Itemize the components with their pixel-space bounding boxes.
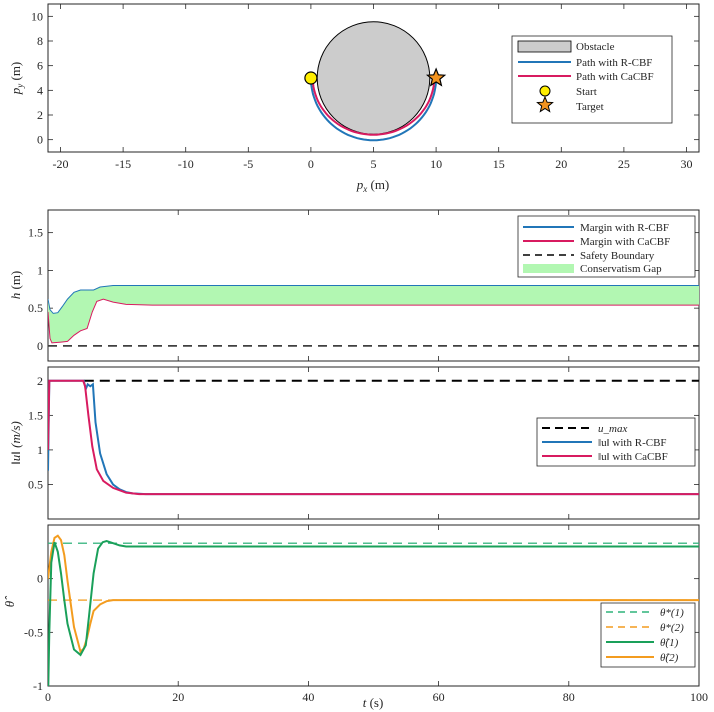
x-tickmarks-2: [47, 210, 700, 361]
path-cacbf-line: [311, 77, 436, 136]
legend-label-rcbf: Path with R-CBF: [576, 57, 652, 69]
p2-ytick-label-2: 1: [37, 263, 43, 277]
legend-label-boundary: Safety Boundary: [580, 250, 655, 262]
obstacle-circle: [316, 21, 431, 135]
legend-label-theta-hat-1: θ̂(1): [660, 637, 679, 649]
start-marker: [304, 71, 318, 85]
conservatism-gap-area: [48, 285, 699, 343]
legend-label-unorm-rcbf: ‖u‖ with R-CBF: [598, 437, 667, 449]
p4-xtick-label-1: 20: [172, 690, 184, 704]
legend-label-theta-star-1: θ*(1): [660, 607, 684, 619]
legend-4: θ*(1) θ*(2) θ̂(1) θ̂(2): [600, 602, 696, 668]
p1-xtick-label-5: 5: [371, 157, 377, 171]
x-axis-label-4: t (s): [363, 695, 384, 710]
y-axis-label-1: py (m): [8, 62, 25, 96]
margin-cacbf-line: [48, 298, 699, 344]
p1-ytick-label-0: 0: [37, 133, 43, 147]
panel-margin: 0 0.5 1 1.5 h (m) Margin with R-CBF Margin …: [8, 209, 700, 362]
legend-label-start: Start: [576, 86, 597, 98]
p1-xtick-label-7: 15: [493, 157, 505, 171]
p1-xtick-label-4: 0: [308, 157, 314, 171]
legend-2: Margin with R-CBF Margin with CaCBF Safe…: [517, 215, 696, 278]
p4-xtick-label-4: 80: [563, 690, 575, 704]
panel-control: 0.5 1 1.5 2 ‖u‖ (m/s) u_max ‖u‖ with R-CBF …: [8, 366, 700, 520]
legend-swatch-target: [536, 95, 554, 113]
target-marker: [425, 67, 447, 87]
p1-ytick-label-4: 8: [37, 34, 43, 48]
legend-label-gap: Conservatism Gap: [580, 263, 662, 275]
x-ticks-1: -20 -15 -10 -5 0 5 10 15 20 25 30: [53, 4, 692, 171]
legend-label-target: Target: [576, 101, 604, 113]
y-axis-label-2: h (m): [8, 271, 23, 300]
p4-ytick-label-0: -1: [33, 679, 43, 693]
p4-xtick-label-2: 40: [302, 690, 314, 704]
legend-3: u_max ‖u‖ with R-CBF ‖u‖ with CaCBF: [536, 417, 696, 467]
p1-xtick-label-10: 30: [680, 157, 692, 171]
p2-ytick-label-0: 0: [37, 339, 43, 353]
panel-trajectory: -20 -15 -10 -5 0 5 10 15 20 25 30 0 2 4 6 8 10 px (m) p…: [8, 3, 700, 194]
x-axis-label-1: px (m): [356, 177, 390, 194]
y-axis-label-3: ‖u‖ (m/s): [8, 421, 23, 465]
p1-xtick-label-9: 25: [618, 157, 630, 171]
p1-ytick-label-3: 6: [37, 59, 43, 73]
legend-label-unorm-cacbf: ‖u‖ with CaCBF: [598, 451, 668, 463]
legend-swatch-gap: [523, 264, 574, 273]
p4-xtick-label-5: 100: [690, 690, 708, 704]
plot-frame-4: [47, 524, 700, 687]
p1-xtick-label-0: -20: [53, 157, 69, 171]
legend-label-theta-star-2: θ*(2): [660, 622, 684, 634]
y-ticks-2: 0 0.5 1 1.5: [28, 226, 699, 353]
legend-swatch-start: [539, 85, 551, 97]
p3-ytick-label-3: 2: [37, 374, 43, 388]
p1-xtick-label-1: -15: [115, 157, 131, 171]
p2-ytick-label-3: 1.5: [28, 226, 43, 240]
p1-ytick-label-5: 10: [31, 9, 43, 23]
p4-ytick-label-1: -0.5: [24, 625, 43, 639]
y-ticks-4: -1 -0.5 0: [24, 572, 699, 693]
legend-swatch-obstacle: [517, 40, 572, 53]
p4-ytick-label-2: 0: [37, 572, 43, 586]
p3-ytick-label-2: 1.5: [28, 408, 43, 422]
p3-ytick-label-0: 0.5: [28, 477, 43, 491]
margin-rcbf-line: [48, 285, 699, 314]
p1-ytick-label-1: 2: [37, 108, 43, 122]
legend-label-cacbf: Path with CaCBF: [576, 71, 654, 83]
p1-xtick-label-8: 20: [555, 157, 567, 171]
legend-label-margin-cacbf: Margin with CaCBF: [580, 236, 670, 248]
p4-xtick-label-3: 60: [433, 690, 445, 704]
panel-theta: 0 20 40 60 80 100 -1 -0.5 0 θ̂ t (s) θ*(1) θ*(2…: [2, 524, 708, 710]
y-ticks-1: 0 2 4 6 8 10: [31, 9, 699, 147]
p1-xtick-label-6: 10: [430, 157, 442, 171]
legend-1: Obstacle Path with R-CBF Path with CaCBF…: [511, 35, 673, 124]
p2-ytick-label-1: 0.5: [28, 301, 43, 315]
legend-label-obstacle: Obstacle: [576, 41, 615, 53]
theta-hat-1-line: [48, 540, 699, 686]
p3-ytick-label-1: 1: [37, 443, 43, 457]
y-axis-label-4: θ̂: [2, 596, 17, 607]
y-ticks-3: 0.5 1 1.5 2: [28, 374, 699, 491]
path-rcbf-line: [309, 77, 438, 142]
legend-label-theta-hat-2: θ̂(2): [660, 652, 679, 664]
p4-xtick-label-0: 0: [45, 690, 51, 704]
unorm-cacbf-line: [48, 379, 699, 496]
legend-label-margin-rcbf: Margin with R-CBF: [580, 222, 669, 234]
legend-label-umax: u_max: [598, 423, 627, 435]
p1-xtick-label-2: -10: [178, 157, 194, 171]
x-tickmarks-3: [47, 367, 700, 519]
p1-xtick-label-3: -5: [243, 157, 253, 171]
p1-ytick-label-2: 4: [37, 83, 43, 97]
